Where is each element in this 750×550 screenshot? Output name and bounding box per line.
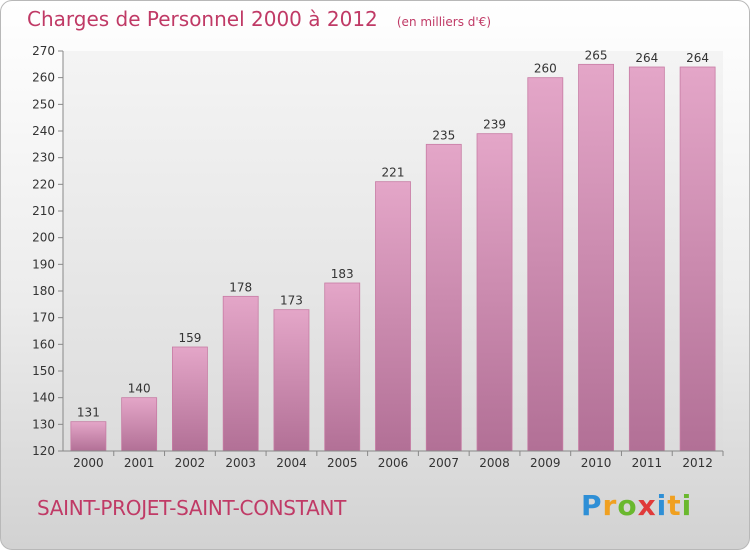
data-label-2000: 131 <box>77 406 100 420</box>
chart-title: Charges de Personnel 2000 à 2012 <box>27 7 378 31</box>
y-tick-label: 210 <box>32 204 55 218</box>
bar-2001 <box>121 397 158 452</box>
data-label-2004: 173 <box>280 294 303 308</box>
y-tick-label: 130 <box>32 417 55 431</box>
logo-letter: i <box>656 489 668 522</box>
logo-letter: x <box>637 489 657 522</box>
y-tick-label: 180 <box>32 284 55 298</box>
data-label-2011: 264 <box>635 51 658 65</box>
data-label-2007: 235 <box>432 128 455 142</box>
y-tick-label: 200 <box>32 231 55 245</box>
y-tick-label: 230 <box>32 151 55 165</box>
y-axis: 120 130 140 150 160 170 180 190 200 210 220 230 240 2… <box>32 44 64 458</box>
data-label-2005: 183 <box>331 267 354 281</box>
x-tick-label: 2001 <box>124 456 155 470</box>
title-row: Charges de Personnel 2000 à 2012 (en mil… <box>27 7 491 31</box>
y-tick-label: 220 <box>32 177 55 191</box>
bar-2003 <box>222 295 259 452</box>
y-tick-label: 190 <box>32 257 55 271</box>
data-label-2006: 221 <box>382 166 405 180</box>
logo-letter: t <box>667 489 682 522</box>
y-tick-label: 160 <box>32 337 55 351</box>
y-tick-label: 240 <box>32 124 55 138</box>
x-tick-label: 2002 <box>175 456 206 470</box>
bar-2005 <box>324 282 361 452</box>
y-tick-label: 260 <box>32 71 55 85</box>
y-tick-label: 140 <box>32 391 55 405</box>
logo-letter: r <box>602 489 618 522</box>
x-tick-label: 2003 <box>225 456 256 470</box>
y-tick-label: 120 <box>32 444 55 458</box>
bar-2010 <box>578 63 614 452</box>
data-label-2010: 265 <box>585 48 608 62</box>
bar-2011 <box>628 66 665 452</box>
bar-2004 <box>273 309 310 452</box>
y-tick-label: 270 <box>32 44 55 58</box>
logo-letter: o <box>617 489 638 522</box>
x-axis: 2000 2001 2002 2003 2004 2005 2006 2007 2008 2009… <box>63 450 724 470</box>
bar-chart: 120 130 140 150 160 170 180 190 200 210 220 230 240 2… <box>32 44 724 470</box>
data-label-2008: 239 <box>483 118 506 132</box>
chart-subtitle: (en milliers d'€) <box>396 15 491 29</box>
x-tick-label: 2012 <box>682 456 713 470</box>
x-tick-label: 2010 <box>581 456 612 470</box>
x-tick-label: 2005 <box>327 456 358 470</box>
proxiti-logo[interactable]: Proxiti <box>581 489 692 522</box>
y-tick-label: 150 <box>32 364 55 378</box>
bar-2002 <box>172 346 208 452</box>
bar-2007 <box>425 143 462 452</box>
bars: 131 140 159 178 173 183 221 235 239 260 265 264 264 <box>70 48 716 452</box>
location-label: SAINT-PROJET-SAINT-CONSTANT <box>37 496 347 520</box>
y-tick-label: 170 <box>32 311 55 325</box>
data-label-2012: 264 <box>686 51 709 65</box>
data-label-2009: 260 <box>534 62 557 76</box>
logo-letter: i <box>681 489 693 522</box>
x-tick-label: 2007 <box>428 456 459 470</box>
bar-2009 <box>527 77 564 452</box>
x-tick-label: 2011 <box>632 456 663 470</box>
x-tick-label: 2008 <box>479 456 510 470</box>
x-tick-label: 2004 <box>276 456 307 470</box>
bar-2008 <box>476 133 513 452</box>
bar-2006 <box>375 181 411 452</box>
x-tick-label: 2000 <box>73 456 104 470</box>
x-tick-label: 2006 <box>378 456 409 470</box>
data-label-2003: 178 <box>229 280 252 294</box>
bar-2012 <box>679 66 716 452</box>
y-tick-label: 250 <box>32 97 55 111</box>
logo-letter: P <box>581 489 603 522</box>
data-label-2002: 159 <box>178 331 201 345</box>
data-label-2001: 140 <box>128 382 151 396</box>
bar-2000 <box>70 421 107 452</box>
x-tick-label: 2009 <box>530 456 561 470</box>
